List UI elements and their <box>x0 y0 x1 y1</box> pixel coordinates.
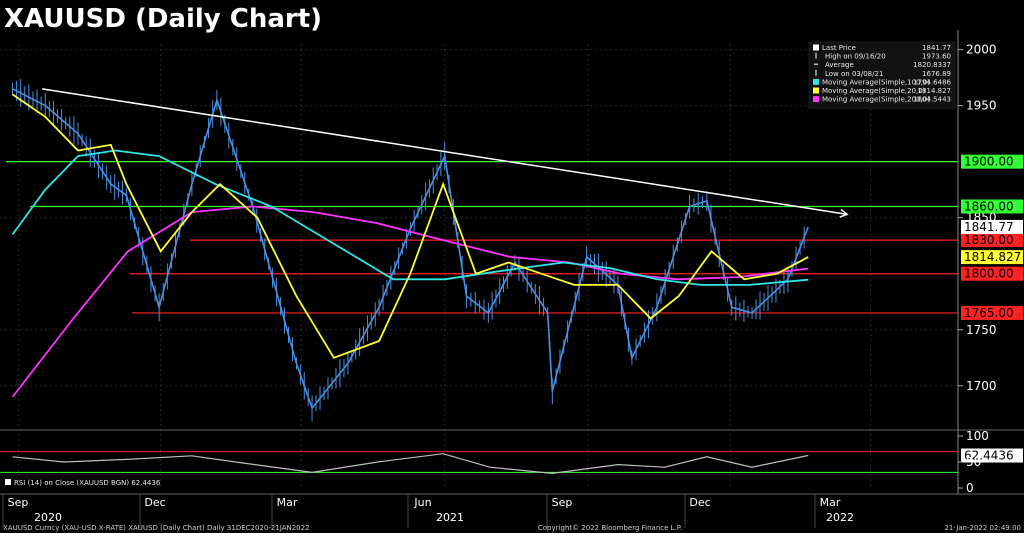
x-month-label: Mar <box>277 496 298 509</box>
value-tags: 1900.00 1860.00 1830.00 1800.00 1765.00 1841.… <box>961 154 1023 463</box>
legend-label: Last Price <box>822 44 856 52</box>
legend-label: Moving Average(Simple,200,0) <box>822 96 930 104</box>
level-tag-1765.00-label: 1765.00 <box>964 306 1014 320</box>
level-tag-1900.00-label: 1900.00 <box>964 155 1014 169</box>
ma20-line <box>11 93 809 359</box>
last-price-tag-label: 1841.77 <box>964 220 1014 234</box>
x-month-label: Dec <box>144 496 165 509</box>
legend-value: 1804.5443 <box>913 96 951 104</box>
level-tag-1860.00-label: 1860.00 <box>964 199 1014 213</box>
x-year-label: 2021 <box>436 511 464 524</box>
level-tag-1830.00-label: 1830.00 <box>964 233 1014 247</box>
rsi-tick-label: 50 <box>966 455 981 469</box>
rsi-legend-label: RSI (14) on Close (XAUUSD BGN) 62.4436 <box>14 479 161 487</box>
level-tag-1765.00-bg <box>961 305 1023 320</box>
level-tag-1800.00-label: 1800.00 <box>964 267 1014 281</box>
legend-label: Average <box>825 61 854 69</box>
rsi-line <box>12 453 809 475</box>
legend-swatch <box>813 78 819 85</box>
rsi-legend-swatch <box>5 479 11 485</box>
trendline <box>42 88 848 216</box>
footer-left: XAUUSD Curncy (XAU-USD X-RATE) XAUUSD (D… <box>3 524 310 532</box>
rsi-tick-label: 100 <box>966 429 989 443</box>
x-month-label: Mar <box>820 496 841 509</box>
footer: XAUUSD Curncy (XAU-USD X-RATE) XAUUSD (D… <box>3 524 1021 532</box>
ma20-tag-label: 1814.827 <box>964 250 1021 264</box>
horizontal-levels <box>6 161 958 314</box>
legend-background <box>808 41 956 109</box>
ma200-line <box>11 205 809 398</box>
level-tag-1830.00-bg <box>961 233 1023 248</box>
rsi-tick-label: 0 <box>966 481 974 495</box>
x-month-label: Sep <box>8 496 29 509</box>
legend-value: 1794.6486 <box>913 78 951 86</box>
chart-title: XAUUSD (Daily Chart) <box>4 4 323 34</box>
legend-swatch <box>813 96 819 103</box>
x-year-label: 2022 <box>826 511 854 524</box>
legend-value: 1814.827 <box>918 87 951 95</box>
rsi-panel: 100 50 0 RSI (14) on Close (XAUUSD BGN) 62.… <box>0 429 989 495</box>
legend-label: Moving Average(Simple,100,0) <box>822 78 930 86</box>
ma20-tag-bg <box>961 250 1023 265</box>
legend-label: Moving Average(Simple,20,0) <box>822 87 926 95</box>
legend-box: Last Price 1841.77 High on 09/16/20 1973.60… <box>808 41 956 109</box>
legend-swatch <box>813 87 819 94</box>
level-tag-1860.00-bg <box>961 199 1023 214</box>
legend-label: High on 09/16/20 <box>825 53 886 61</box>
rsi-tag-bg <box>961 448 1023 463</box>
level-tag-1900.00-bg <box>961 154 1023 169</box>
trendline-arrowhead <box>839 208 849 218</box>
price-line <box>12 88 809 410</box>
x-month-label: Sep <box>552 496 573 509</box>
x-month-label: Dec <box>689 496 710 509</box>
x-year-label: 2020 <box>34 511 62 524</box>
legend-value: 1841.77 <box>922 44 951 52</box>
footer-center: Copyright© 2022 Bloomberg Finance L.P. <box>538 524 682 532</box>
legend-value: 1973.60 <box>922 53 951 61</box>
x-month-label: Jun <box>413 496 431 509</box>
price-tick-label: 1700 <box>966 379 997 393</box>
price-tick-label: 1750 <box>966 323 997 337</box>
trendline-group <box>42 88 849 218</box>
series-lines <box>11 79 809 422</box>
last-price-tag-bg <box>961 219 1023 234</box>
ma100-line <box>11 149 809 286</box>
rsi-tag-label: 62.4436 <box>964 449 1014 463</box>
legend-value: 1676.89 <box>922 70 951 78</box>
legend-swatch <box>813 44 819 51</box>
footer-right: 21-Jan-2022 02:49:00 <box>944 524 1021 532</box>
price-tick-label: 1950 <box>966 99 997 113</box>
legend-label: Low on 03/08/21 <box>825 70 883 78</box>
level-tag-1800.00-bg <box>961 266 1023 281</box>
legend-value: 1820.8337 <box>913 61 951 69</box>
gridlines <box>0 44 958 488</box>
price-tick-label: 2000 <box>966 43 997 57</box>
